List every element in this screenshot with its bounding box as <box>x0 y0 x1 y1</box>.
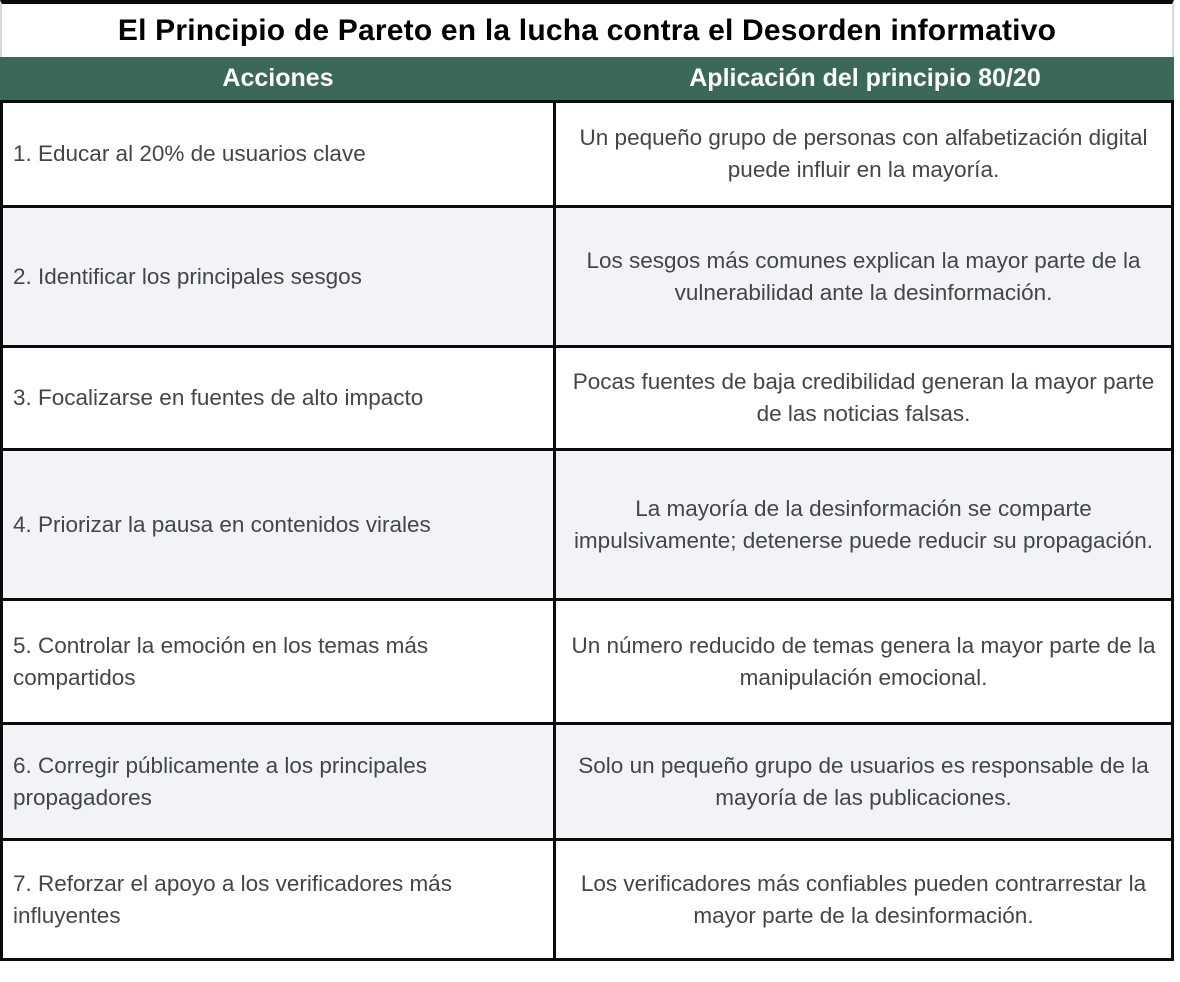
table-row: 3. Focalizarse en fuentes de alto impact… <box>3 345 1171 448</box>
table-body: 1. Educar al 20% de usuarios clave Un peq… <box>0 100 1174 961</box>
application-cell: Los verificadores más confiables pueden … <box>580 870 1147 928</box>
application-cell: Pocas fuentes de baja credibilidad gener… <box>572 369 1155 426</box>
action-cell: 2. Identificar los principales sesgos <box>3 208 556 345</box>
table-row: 1. Educar al 20% de usuarios clave Un peq… <box>3 103 1171 205</box>
pareto-table: El Principio de Pareto en la lucha contr… <box>0 0 1174 961</box>
application-cell: Solo un pequeño grupo de usuarios es res… <box>578 752 1149 810</box>
table-header-row: Acciones Aplicación del principio 80/20 <box>0 57 1174 100</box>
application-cell: Un pequeño grupo de personas con alfabet… <box>579 125 1148 182</box>
action-cell: 1. Educar al 20% de usuarios clave <box>3 103 556 205</box>
application-cell: Un número reducido de temas genera la ma… <box>571 632 1156 690</box>
column-header-aplicacion: Aplicación del principio 80/20 <box>689 64 1041 92</box>
table-row: 4. Priorizar la pausa en contenidos vira… <box>3 448 1171 598</box>
table-row: 7. Reforzar el apoyo a los verificadores… <box>3 838 1171 958</box>
table-row: 2. Identificar los principales sesgos Los… <box>3 205 1171 345</box>
action-cell: 5. Controlar la emoción en los temas más… <box>3 601 556 722</box>
application-cell: Los sesgos más comunes explican la mayor… <box>586 247 1141 305</box>
table-row: 5. Controlar la emoción en los temas más… <box>3 598 1171 722</box>
table-row: 6. Corregir públicamente a los principal… <box>3 722 1171 838</box>
action-cell: 6. Corregir públicamente a los principal… <box>3 725 556 838</box>
action-cell: 4. Priorizar la pausa en contenidos vira… <box>3 451 556 598</box>
action-cell: 3. Focalizarse en fuentes de alto impact… <box>3 348 556 448</box>
column-header-acciones: Acciones <box>222 64 334 92</box>
table-title: El Principio de Pareto en la lucha contr… <box>0 0 1174 57</box>
application-cell: La mayoría de la desinformación se compa… <box>573 495 1154 553</box>
action-cell: 7. Reforzar el apoyo a los verificadores… <box>3 841 556 958</box>
